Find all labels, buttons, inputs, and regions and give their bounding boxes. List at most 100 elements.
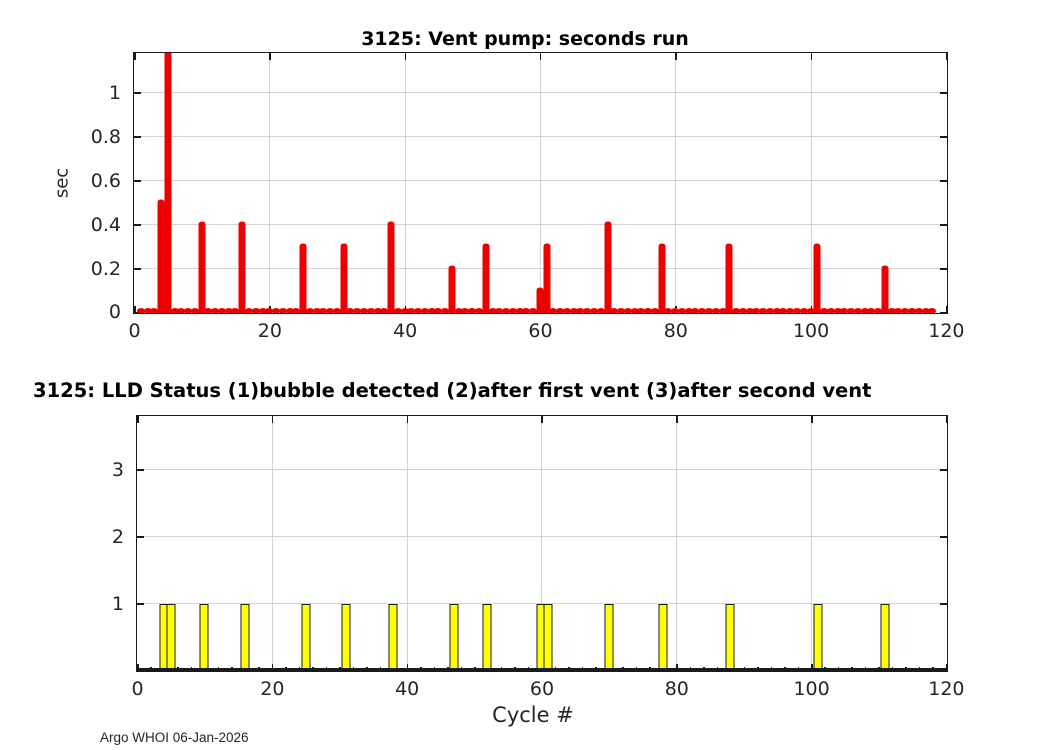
x-tick-label: 120 [928, 678, 965, 700]
data-point-marker [820, 307, 829, 313]
data-point-marker [759, 307, 768, 313]
y-tick-mark [137, 603, 144, 605]
y-tick-mark [134, 224, 141, 226]
lld-status-axes [136, 415, 948, 672]
data-point-marker [414, 307, 423, 313]
y-tick-label: 0.4 [90, 213, 121, 236]
x-tick-mark [539, 53, 542, 60]
x-tick-label: 20 [257, 320, 282, 342]
x-tick-mark [404, 53, 407, 60]
data-point-marker [143, 307, 152, 313]
stem-bar [658, 247, 666, 313]
data-point-marker [644, 307, 653, 313]
data-point-marker [157, 199, 165, 205]
data-point-marker [792, 307, 801, 313]
data-point-marker [576, 307, 585, 313]
data-point-marker [340, 243, 348, 249]
gridline-vertical [539, 53, 541, 313]
data-point-marker [617, 307, 626, 313]
y-tick-mark [137, 469, 144, 472]
data-point-marker [786, 307, 795, 313]
lld-status-bar [449, 604, 459, 671]
lld-status-bar [880, 604, 890, 671]
y-tick-label: 0.2 [90, 257, 121, 280]
data-point-marker [373, 307, 382, 313]
data-point-marker [427, 307, 436, 313]
y-tick-mark [134, 136, 141, 138]
data-point-marker [292, 307, 301, 313]
gridline-vertical [541, 416, 543, 671]
x-tick-label: 100 [793, 678, 830, 700]
lld-status-bar [199, 604, 209, 671]
data-point-marker [251, 307, 260, 313]
data-point-marker [556, 307, 565, 313]
data-point-marker [705, 307, 714, 313]
y-tick-label: 0 [108, 301, 121, 324]
y-tick-mark [134, 267, 141, 270]
stem-bar [536, 291, 544, 313]
lld-status-bar [543, 604, 553, 671]
data-point-marker [305, 307, 314, 313]
x-tick-label: 100 [792, 320, 830, 342]
data-point-marker [420, 307, 429, 313]
data-point-marker [475, 307, 483, 313]
stem-bar [164, 54, 172, 313]
data-point-marker [745, 307, 754, 313]
data-point-marker [150, 307, 159, 313]
data-point-marker [502, 307, 511, 313]
x-tick-mark [137, 416, 139, 423]
y-tick-mark [940, 311, 947, 313]
data-point-marker [536, 287, 544, 293]
x-tick-mark [541, 416, 543, 423]
y-tick-mark [940, 224, 947, 226]
stem-bar [482, 247, 490, 313]
lld-status-bar [240, 604, 250, 671]
data-point-marker [806, 307, 815, 313]
x-tick-mark [134, 306, 136, 313]
data-point-marker [887, 307, 896, 313]
stem-bar [157, 203, 165, 313]
y-tick-mark [940, 536, 947, 538]
data-point-marker [508, 307, 517, 313]
data-point-marker [231, 307, 240, 313]
x-tick-label: 60 [528, 320, 553, 342]
data-point-marker [522, 307, 531, 313]
data-point-marker [265, 307, 274, 313]
data-point-marker [204, 307, 213, 313]
x-tick-label: 120 [928, 320, 965, 342]
data-point-marker [914, 307, 923, 313]
x-tick-label: 20 [260, 678, 285, 700]
data-point-marker [847, 307, 856, 313]
data-point-marker [360, 307, 368, 313]
lld-status-plot-area [137, 416, 947, 671]
data-point-marker [813, 243, 821, 249]
data-point-marker [184, 307, 193, 313]
data-point-marker [312, 307, 321, 313]
data-point-marker [562, 307, 571, 313]
data-point-marker [691, 307, 700, 313]
x-tick-mark [945, 306, 947, 313]
data-point-marker [387, 221, 395, 227]
stem-bar [238, 225, 246, 313]
data-point-marker [448, 265, 456, 271]
lld-status-bar [658, 604, 668, 671]
top-plot-title: 3125: Vent pump: seconds run [361, 28, 689, 50]
data-point-marker [860, 307, 869, 313]
data-point-marker [826, 307, 835, 313]
data-point-marker [596, 307, 605, 313]
lld-status-bar [604, 604, 614, 671]
data-point-marker [630, 307, 639, 313]
x-tick-label: 0 [131, 678, 144, 700]
stem-bar [881, 269, 889, 313]
lld-status-bar [482, 604, 492, 671]
lld-status-bar [725, 604, 735, 671]
x-tick-mark [811, 664, 813, 671]
data-point-marker [772, 307, 781, 313]
data-point-marker [671, 307, 680, 313]
data-point-marker [833, 307, 842, 313]
y-tick-mark [940, 267, 947, 270]
gridline-vertical [675, 53, 677, 313]
gridline-vertical [406, 416, 408, 671]
data-point-marker [346, 307, 355, 313]
